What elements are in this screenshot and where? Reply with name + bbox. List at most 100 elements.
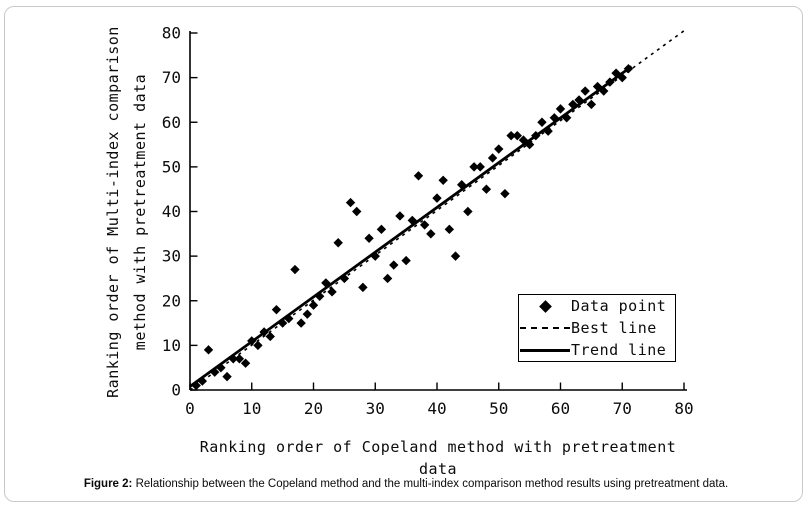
y-tick-label: 10 — [162, 336, 181, 355]
data-point — [302, 309, 313, 319]
data-point — [401, 255, 411, 266]
data-point — [524, 139, 535, 150]
data-point — [259, 327, 269, 337]
y-tick-label: 50 — [162, 157, 181, 176]
data-point — [432, 193, 442, 203]
data-point — [197, 376, 208, 386]
data-point — [592, 81, 603, 92]
data-point — [216, 362, 226, 373]
data-point — [419, 220, 430, 230]
data-point — [611, 68, 621, 78]
data-point — [500, 188, 510, 199]
data-point — [370, 251, 380, 261]
y-tick-label: 40 — [162, 202, 181, 221]
data-point — [345, 197, 356, 208]
y-tick-label: 80 — [162, 24, 181, 43]
data-point — [561, 113, 572, 123]
data-point — [599, 86, 609, 96]
data-point — [222, 371, 232, 382]
y-axis-title-line2: method with pretreatment data — [131, 73, 149, 351]
data-point — [395, 211, 405, 221]
x-tick-label: 60 — [551, 399, 570, 418]
data-point — [376, 224, 387, 235]
data-point — [290, 264, 300, 275]
y-tick-label: 60 — [162, 113, 181, 132]
x-axis-title-line1: Ranking order of Copeland method with pr… — [199, 438, 677, 456]
x-tick-label: 80 — [674, 399, 693, 418]
data-point — [327, 287, 337, 297]
figure-caption: Figure 2: Relationship between the Copel… — [0, 478, 812, 490]
y-axis-title-line1: Ranking order of Multi-index comparison — [104, 26, 122, 398]
legend-label: Data point — [571, 297, 667, 315]
scatter-plot: 0 10 20 30 40 50 60 70 80 0 10 20 30 40 50 60 70 80 — [162, 24, 694, 419]
caption-text: Relationship between the Copeland method… — [132, 478, 729, 490]
data-point — [352, 206, 362, 217]
data-point — [475, 162, 485, 172]
data-point — [574, 95, 584, 105]
data-point — [314, 291, 325, 301]
data-point — [438, 175, 448, 185]
data-point — [531, 130, 541, 141]
data-point — [426, 229, 436, 239]
data-point — [549, 113, 560, 123]
data-point — [450, 251, 461, 261]
x-axis-title: Ranking order of Copeland method with pr… — [190, 436, 686, 480]
data-point — [586, 99, 597, 110]
y-tick-label: 20 — [162, 291, 181, 310]
x-tick-label: 0 — [185, 399, 195, 418]
y-tick-label: 0 — [171, 381, 181, 400]
data-point — [358, 282, 368, 293]
legend-item-best-line: Best line — [519, 317, 675, 339]
data-point — [518, 135, 529, 145]
data-point — [364, 233, 374, 243]
data-point — [228, 354, 238, 364]
data-point — [494, 144, 504, 154]
data-point — [296, 318, 306, 328]
legend-item-data-point: Data point — [519, 295, 675, 317]
data-point — [308, 300, 319, 310]
data-point — [469, 162, 479, 172]
y-axis-title: Ranking order of Multi-index comparison … — [100, 0, 154, 432]
caption-label: Figure 2: — [83, 478, 133, 490]
data-point — [277, 318, 288, 328]
y-tick-label: 30 — [162, 247, 181, 266]
data-point — [463, 206, 473, 217]
x-tick-label: 10 — [242, 399, 261, 418]
dashed-line-icon — [519, 327, 571, 329]
data-point — [210, 367, 220, 377]
data-point — [568, 99, 578, 110]
data-point — [413, 171, 424, 181]
legend: Data point Best line Trend line — [518, 294, 676, 362]
x-axis-title-line2: data — [418, 460, 458, 478]
data-point — [339, 273, 350, 284]
x-tick-label: 20 — [304, 399, 323, 418]
data-point — [284, 313, 294, 324]
data-point — [444, 224, 455, 235]
data-point — [247, 336, 257, 346]
data-point — [407, 215, 417, 226]
legend-label: Best line — [571, 319, 657, 337]
data-point — [333, 238, 343, 248]
data-point — [234, 354, 245, 364]
data-point — [537, 117, 547, 127]
data-point — [487, 153, 498, 163]
data-point — [543, 126, 553, 136]
data-point — [389, 260, 399, 270]
data-point — [271, 304, 282, 315]
data-point — [203, 345, 214, 355]
data-point — [321, 278, 331, 288]
x-tick-label: 70 — [613, 399, 632, 418]
data-point — [457, 180, 467, 190]
data-point — [240, 358, 251, 368]
data-point — [191, 380, 201, 391]
data-point — [481, 184, 492, 194]
data-point — [605, 77, 615, 87]
data-point — [555, 104, 566, 114]
data-point — [512, 130, 522, 141]
x-tick-label: 40 — [427, 399, 446, 418]
data-point — [253, 340, 263, 351]
x-tick-label: 50 — [489, 399, 508, 418]
y-tick-label: 70 — [162, 68, 181, 87]
data-point — [506, 130, 516, 141]
data-point — [382, 273, 393, 284]
